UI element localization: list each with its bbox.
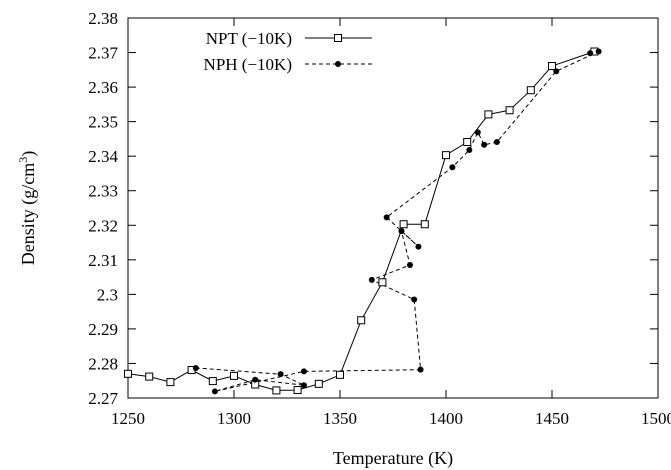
y-tick-label: 2.28 [88,354,118,373]
data-point-nph [481,142,487,148]
data-point-npt [464,139,471,146]
data-point-nph [369,277,375,283]
y-tick-label: 2.36 [88,78,118,97]
data-point-nph [398,228,404,234]
data-point-nph [494,139,500,145]
data-point-npt [125,370,132,377]
data-point-nph [193,365,199,371]
y-tick-label: 2.31 [88,251,118,270]
data-point-npt [400,221,407,228]
data-point-nph [411,297,417,303]
data-point-nph [418,367,424,373]
data-point-nph [587,50,593,56]
x-tick-label: 1450 [535,409,569,428]
data-point-npt [443,152,450,159]
data-point-nph [596,49,602,55]
series-line-nph [196,52,599,392]
y-tick-label: 2.34 [88,147,118,166]
data-point-nph [415,244,421,250]
legend: NPT (−10K) NPH (−10K) [204,29,372,74]
data-point-npt [379,279,386,286]
data-point-npt [315,380,322,387]
y-tick-label: 2.32 [88,216,118,235]
y-tick-label: 2.3 [97,285,118,304]
data-point-nph [384,214,390,220]
data-point-nph [449,164,455,170]
series-line-npt [128,52,594,391]
data-point-nph [252,377,258,383]
data-point-nph [212,388,218,394]
y-tick-label: 2.27 [88,389,118,408]
legend-marker-nph [335,61,341,67]
plot-frame [128,18,658,398]
x-tick-label: 1500 [641,409,671,428]
data-point-npt [231,372,238,379]
data-point-nph [466,147,472,153]
data-point-npt [146,373,153,380]
axis-ticks: 1250 1300 1350 1400 1450 15002.272.282.292.32… [88,9,671,428]
x-tick-label: 1400 [429,409,463,428]
x-tick-label: 1350 [323,409,357,428]
x-tick-label: 1300 [217,409,251,428]
y-tick-label: 2.38 [88,9,118,28]
y-axis-title: Density (g/cm3) [16,151,39,265]
data-point-npt [273,387,280,394]
y-tick-label: 2.37 [88,44,118,63]
y-axis-title-close: ) [18,151,39,157]
series-layer [125,48,602,394]
legend-marker-npt [335,35,342,42]
x-axis-title: Temperature (K) [333,448,453,469]
y-tick-label: 2.33 [88,182,118,201]
y-axis-title-main: Density (g/cm [18,163,39,265]
data-point-npt [506,107,513,114]
data-point-npt [527,87,534,94]
data-point-nph [553,68,559,74]
data-point-nph [301,368,307,374]
data-point-npt [421,221,428,228]
data-point-nph [301,382,307,388]
legend-label-nph: NPH (−10K) [204,55,292,74]
data-point-nph [278,371,284,377]
data-point-nph [407,262,413,268]
x-tick-label: 1250 [111,409,145,428]
data-point-npt [358,317,365,324]
y-tick-label: 2.29 [88,320,118,339]
data-point-npt [167,379,174,386]
data-point-npt [294,387,301,394]
data-point-npt [485,111,492,118]
data-point-npt [549,63,556,70]
data-point-npt [337,371,344,378]
legend-label-npt: NPT (−10K) [206,29,292,48]
data-point-nph [475,129,481,135]
y-tick-label: 2.35 [88,113,118,132]
data-point-npt [209,378,216,385]
